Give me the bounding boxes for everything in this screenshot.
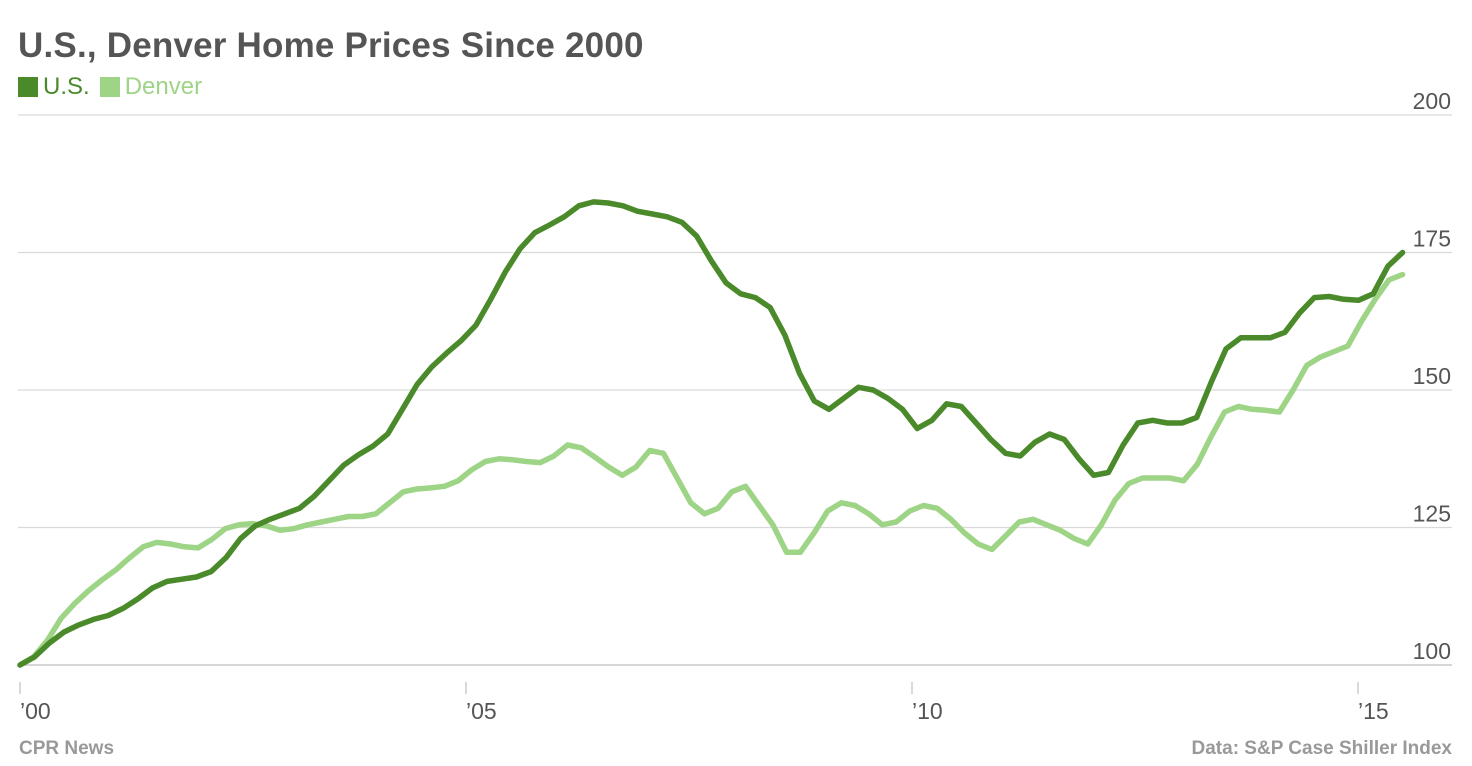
y-tick-label-100: 100 (1413, 638, 1451, 664)
x-tick-label-2010: ’10 (912, 698, 943, 724)
data-source: Data: S&P Case Shiller Index (1191, 738, 1452, 759)
legend-item-us: U.S. (18, 73, 90, 101)
axes: 100 125 150 175 200 ’00 ’05 ’10 ’15 (19, 88, 1451, 724)
legend-label-us: U.S. (43, 73, 90, 100)
x-tick-label-2005: ’05 (466, 698, 497, 724)
y-tick-label-200: 200 (1413, 88, 1451, 114)
source-credit: CPR News (19, 738, 115, 759)
legend-label-denver: Denver (124, 73, 203, 100)
y-tick-label-175: 175 (1413, 226, 1451, 252)
chart-legend: U.S. Denver (18, 73, 212, 101)
x-tick-label-2000: ’00 (20, 698, 51, 724)
legend-item-denver: Denver (99, 73, 203, 101)
x-tick-label-2015: ’15 (1358, 698, 1389, 724)
y-tick-label-125: 125 (1413, 501, 1451, 527)
legend-swatch-us (18, 77, 38, 97)
series-line-denver (17, 271, 1406, 668)
series-line-us (17, 199, 1406, 668)
series-lines (17, 199, 1406, 668)
chart-title: U.S., Denver Home Prices Since 2000 (18, 26, 644, 65)
legend-swatch-denver (99, 77, 120, 97)
grid-lines (18, 114, 1452, 666)
y-tick-label-150: 150 (1413, 363, 1451, 389)
